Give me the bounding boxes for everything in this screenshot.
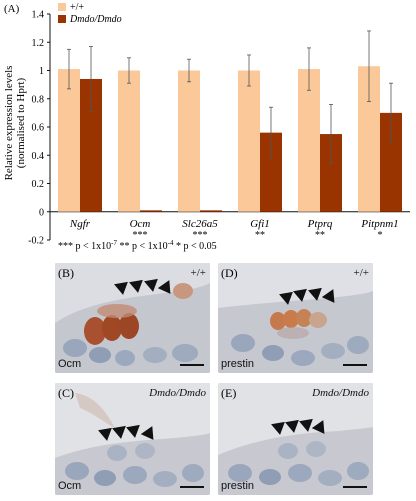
micrograph-c: (C) Dmdo/Dmdo Ocm: [55, 383, 210, 495]
panel-b-label: (B): [58, 266, 74, 280]
micrograph-d: (D) +/+ prestin: [218, 263, 373, 373]
x-tick-label: Slc26a5: [182, 218, 218, 230]
significance-label: ***: [193, 230, 208, 241]
footnote: *** p < 1x10-7 ** p < 1x10-4 * p < 0.05: [58, 239, 217, 252]
panel-a-label: (A): [4, 3, 20, 15]
y-tick-label: 0.8: [32, 94, 45, 105]
legend-swatch: [58, 3, 66, 11]
arrowhead-icon: [126, 424, 142, 440]
panel-d-genotype: +/+: [353, 267, 369, 279]
micrograph-b-image: [55, 263, 210, 373]
bar--ptprq: [298, 69, 320, 212]
y-tick-label: 1.4: [32, 10, 45, 21]
y-tick-label: 0.4: [32, 151, 45, 162]
bar-dmdodmdo-ocm: [140, 210, 162, 212]
bar-chart: (A) -0.2 0 0.2 0.4 0.6 0.8 1 1.2 1.4 Relative expr…: [3, 2, 410, 252]
significance-label: ***: [133, 230, 148, 241]
bar-dmdodmdo-gfi1: [260, 132, 282, 212]
micrograph-e: (E) Dmdo/Dmdo prestin: [218, 383, 373, 495]
legend-swatch: [58, 15, 66, 23]
y-tick-label: -0.2: [28, 236, 44, 247]
y-axis-label-2: (normalised to Hprt): [15, 77, 27, 168]
scale-bar: [343, 486, 367, 488]
panel-e-stain: prestin: [221, 480, 255, 492]
panel-c-genotype: Dmdo/Dmdo: [149, 387, 206, 399]
micrograph-d-image: [218, 263, 373, 373]
y-tick-label: 0: [39, 207, 44, 218]
scale-bar: [180, 486, 204, 488]
y-axis-label: Relative expression levels: [3, 66, 15, 181]
bar-dmdodmdo-ptprq: [320, 134, 342, 212]
panel-b-stain: Ocm: [58, 358, 82, 370]
bar-dmdodmdo-pitpnm1: [380, 112, 402, 212]
arrowhead-icon: [129, 279, 145, 295]
legend-label: +/+: [70, 2, 84, 13]
significance-label: **: [255, 230, 265, 241]
bar--ocm: [118, 70, 140, 212]
arrowhead-icon: [114, 281, 130, 297]
x-tick-label: Pitpnm1: [360, 218, 398, 230]
panel-e-label: (E): [221, 386, 237, 400]
arrowhead-icon: [144, 278, 160, 294]
micrograph-c-image: [55, 383, 210, 495]
bar--pitpnm1: [358, 66, 380, 212]
y-tick-label: 1.2: [32, 38, 45, 49]
legend-label: Dmdo/Dmdo: [69, 14, 122, 25]
bar-dmdodmdo-ngfr: [80, 78, 102, 212]
panel-b-genotype: +/+: [190, 267, 206, 279]
arrowhead-icon: [293, 288, 309, 304]
y-tick-label: 0.6: [32, 123, 45, 134]
panel-e-genotype: Dmdo/Dmdo: [312, 387, 369, 399]
scale-bar: [343, 364, 367, 366]
bar--slc26a5: [178, 70, 200, 212]
x-tick-label: Ngfr: [69, 218, 91, 230]
significance-label: *: [378, 230, 383, 241]
scale-bar: [180, 364, 204, 366]
y-tick-label: 1: [39, 66, 44, 77]
arrowhead-icon: [308, 287, 324, 303]
micrograph-e-image: [218, 383, 373, 495]
panel-d-label: (D): [221, 266, 238, 280]
panel-c-label: (C): [58, 386, 74, 400]
x-tick-label: Ocm: [130, 218, 151, 230]
micrograph-b: (B) +/+ Ocm: [55, 263, 210, 373]
bar-dmdodmdo-slc26a5: [200, 210, 222, 212]
x-tick-label: Ptprq: [307, 218, 333, 230]
bar--gfi1: [238, 70, 260, 212]
y-tick-label: 0.2: [32, 179, 45, 190]
panel-d-stain: prestin: [221, 358, 255, 370]
panel-c-stain: Ocm: [58, 480, 82, 492]
bar--ngfr: [58, 69, 80, 212]
x-tick-label: Gfi1: [250, 218, 270, 230]
significance-label: **: [315, 230, 325, 241]
